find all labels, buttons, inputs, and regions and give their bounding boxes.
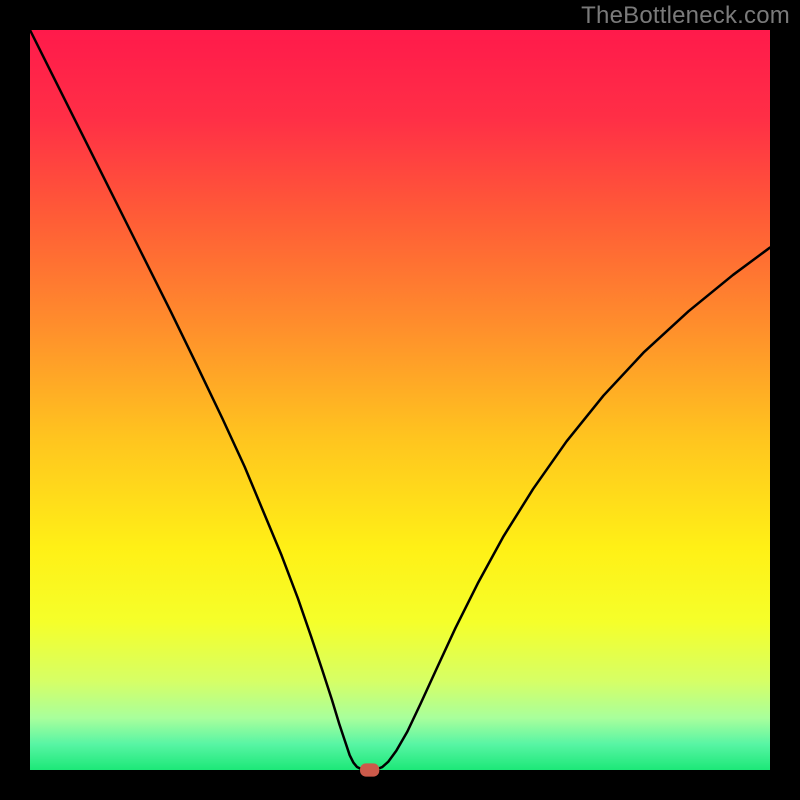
- minimum-marker: [360, 763, 379, 776]
- chart-container: TheBottleneck.com: [0, 0, 800, 800]
- bottleneck-chart: [0, 0, 800, 800]
- plot-background: [30, 30, 770, 770]
- watermark-text: TheBottleneck.com: [581, 2, 790, 30]
